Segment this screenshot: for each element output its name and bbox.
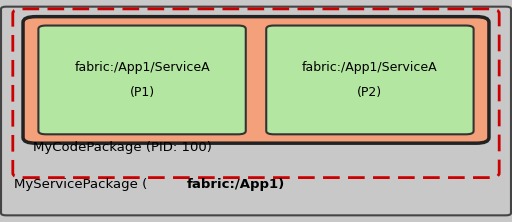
Text: MyCodePackage (PID: 100): MyCodePackage (PID: 100) [33,141,212,154]
Text: (P1): (P1) [130,86,155,99]
FancyBboxPatch shape [13,9,499,178]
FancyBboxPatch shape [38,26,246,134]
Text: MyServicePackage (: MyServicePackage ( [14,178,147,191]
Text: fabric:/App1/ServiceA: fabric:/App1/ServiceA [302,61,438,74]
Text: fabric:/App1): fabric:/App1) [186,178,285,191]
FancyBboxPatch shape [1,7,511,215]
Text: (P2): (P2) [357,86,382,99]
FancyBboxPatch shape [23,17,489,143]
Text: fabric:/App1/ServiceA: fabric:/App1/ServiceA [74,61,210,74]
FancyBboxPatch shape [266,26,474,134]
